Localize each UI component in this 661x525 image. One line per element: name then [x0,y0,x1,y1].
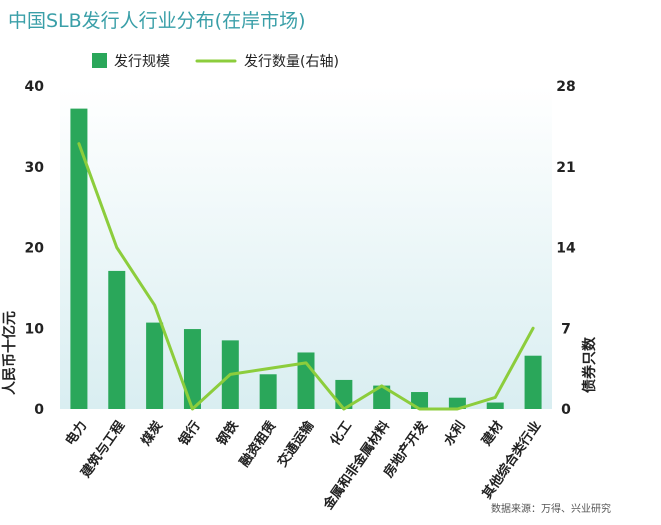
y-axis-right-label: 债券只数 [581,336,598,393]
y-right-tick-0: 0 [561,402,571,418]
x-tick-4: 钢铁 [214,418,242,448]
y-axis-left-label: 人民币十亿元 [1,311,18,395]
bar-11 [486,402,504,409]
y-right-tick-4: 28 [556,79,575,95]
x-tick-3: 银行 [176,418,204,448]
bar-5 [259,374,277,409]
x-tick-0: 电力 [62,418,90,448]
y-axis-left-ticks: 0 10 20 30 40 [25,79,45,418]
x-tick-6: 交通运输 [274,417,318,470]
y-left-tick-2: 20 [25,241,45,257]
x-tick-10: 水利 [441,418,469,448]
bar-8 [373,385,391,409]
x-tick-8: 金属和非金属材料 [320,418,393,513]
bar-0 [70,108,88,410]
y-left-tick-4: 40 [25,79,45,95]
legend: 发行规模 发行数量(右轴) [92,53,339,70]
bar-2 [146,322,164,409]
bar-1 [108,270,126,409]
x-tick-11: 建材 [478,418,506,448]
y-right-tick-1: 7 [561,321,571,337]
series-line-count [77,142,535,411]
y-right-tick-2: 14 [556,241,576,257]
y-left-tick-0: 0 [34,402,44,418]
bar-10 [448,397,466,409]
x-tick-5: 融资租赁 [236,418,279,470]
x-tick-7: 化工 [327,418,355,448]
legend-label-line: 发行数量(右轴) [244,54,339,70]
legend-label-bar: 发行规模 [114,54,170,70]
bar-3 [183,329,201,409]
y-left-tick-1: 10 [25,321,45,337]
bar-6 [297,352,315,409]
source-note: 数据来源：万得、兴业研究 [491,504,611,515]
y-left-tick-3: 30 [25,160,45,176]
y-axis-right-ticks: 0 7 14 21 28 [556,79,576,418]
y-right-tick-3: 21 [556,160,575,176]
bar-group [70,108,542,410]
legend-swatch-bar [92,53,107,68]
x-tick-2: 煤炭 [138,418,166,448]
chart-title: 中国SLB发行人行业分布(在岸市场) [8,10,306,32]
bar-12 [524,355,542,409]
